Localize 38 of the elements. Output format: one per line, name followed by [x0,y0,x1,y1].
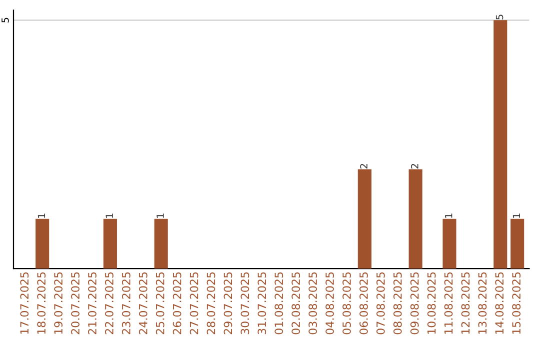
x-tick-label: 22.07.2025 [105,272,114,334]
x-tick-label: 29.07.2025 [224,272,232,334]
x-tick-label: 11.08.2025 [444,272,453,334]
x-tick-label: 30.07.2025 [240,272,250,334]
x-tick-label: 06.08.2025 [359,272,368,334]
x-tick-label: 21.07.2025 [88,272,96,334]
data-label: 2 [360,164,368,169]
x-tick-label: 26.07.2025 [172,272,182,334]
x-tick-label: 02.08.2025 [292,272,300,334]
x-tick-label: 19.07.2025 [54,272,63,334]
data-label: 1 [106,214,113,218]
x-tick-label: 24.07.2025 [138,272,148,334]
x-tick-label: 13.08.2025 [478,272,487,334]
x-tick-label: 18.07.2025 [37,272,46,334]
x-tick-label: 31.07.2025 [258,272,266,334]
x-tick-label: 04.08.2025 [326,272,334,334]
x-tick-label: 17.07.2025 [20,272,29,334]
x-tick-label: 28.07.2025 [206,272,216,334]
x-tick-label: 12.08.2025 [461,272,470,334]
data-label: 2 [411,164,418,169]
data-label: 1 [38,214,46,218]
data-label: 5 [496,14,504,20]
x-tick-label: 25.07.2025 [156,272,164,334]
data-label: 1 [445,214,452,218]
x-tick-label: 08.08.2025 [393,272,402,334]
data-label: 1 [156,214,164,218]
x-tick-label: 09.08.2025 [410,272,419,334]
x-tick-label: 27.07.2025 [190,272,198,334]
data-label: 1 [512,214,520,218]
x-tick-label: 14.08.2025 [495,272,504,334]
x-tick-label: 01.08.2025 [274,272,284,334]
x-tick-label: 05.08.2025 [342,272,351,334]
x-tick-label: 10.08.2025 [427,272,436,334]
x-tick-label: 23.07.2025 [122,272,130,334]
x-tick-label: 03.08.2025 [308,272,317,334]
x-tick-label: 20.07.2025 [71,272,80,334]
x-tick-label: 15.08.2025 [512,272,521,334]
x-tick-label: 07.08.2025 [376,272,385,334]
